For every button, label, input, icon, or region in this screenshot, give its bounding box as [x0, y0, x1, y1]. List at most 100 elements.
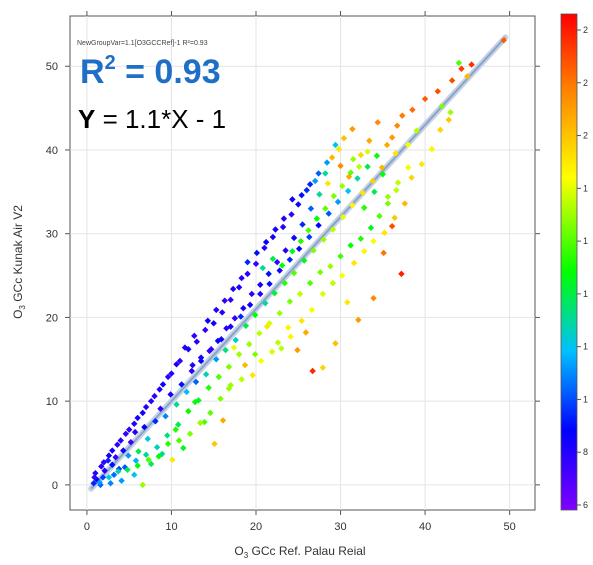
scatter-point — [322, 205, 329, 212]
colorbar-tick-label: 1 — [583, 236, 588, 246]
scatter-point — [276, 310, 283, 317]
scatter-point — [223, 325, 230, 332]
scatter-point — [240, 305, 247, 312]
scatter-point — [214, 337, 222, 345]
scatter-point — [330, 192, 337, 200]
scatter-point — [361, 248, 368, 255]
scatter-point — [142, 403, 150, 411]
scatter-point — [284, 324, 292, 331]
scatter-point — [253, 249, 261, 257]
scatter-point — [308, 306, 315, 314]
scatter-point — [361, 204, 368, 211]
scatter-point — [319, 364, 326, 371]
scatter-point — [251, 351, 259, 358]
scatter-points — [90, 37, 507, 489]
scatter-point — [244, 258, 251, 266]
scatter-point — [167, 391, 174, 398]
scatter-point — [295, 201, 302, 208]
scatter-point — [355, 316, 362, 324]
scatter-point — [313, 215, 321, 222]
scatter-point — [164, 432, 171, 439]
scatter-point — [185, 408, 192, 415]
scatter-point — [408, 174, 415, 181]
equation-label: Y = 1.1*X - 1 — [78, 104, 226, 134]
scatter-point — [329, 226, 337, 233]
scatter-point — [131, 420, 138, 427]
scatter-point — [117, 437, 124, 444]
x-tick-label: 30 — [334, 521, 346, 533]
scatter-point — [266, 320, 273, 327]
scatter-point — [232, 336, 239, 344]
scatter-point — [434, 88, 441, 95]
scatter-point — [334, 198, 342, 206]
colorbar-tick-label: 6 — [583, 500, 588, 510]
scatter-point — [276, 267, 283, 274]
scatter-point — [134, 462, 141, 469]
scatter-point — [310, 247, 317, 254]
y-tick-label: 10 — [46, 396, 58, 408]
scatter-point — [347, 242, 354, 249]
scatter-point — [90, 480, 97, 487]
scatter-point — [259, 264, 266, 272]
scatter-point — [229, 285, 237, 293]
scatter-point — [384, 200, 392, 207]
scatter-point — [384, 193, 392, 201]
scatter-point — [246, 301, 254, 309]
x-tick-label: 20 — [250, 521, 262, 533]
scatter-point — [438, 103, 446, 110]
scatter-point — [141, 423, 148, 431]
scatter-point — [114, 441, 121, 448]
y-tick-label: 20 — [46, 312, 58, 324]
scatter-point — [164, 440, 172, 448]
scatter-point — [257, 290, 264, 298]
scatter-point — [279, 223, 287, 231]
scatter-point — [464, 73, 471, 80]
scatter-point — [197, 419, 204, 427]
scatter-point — [202, 371, 210, 378]
colorbar-tick-label: 2 — [583, 131, 588, 141]
scatter-point — [201, 418, 208, 426]
scatter-point — [369, 177, 376, 185]
scatter-point — [227, 382, 234, 389]
scatter-point — [335, 145, 343, 153]
scatter-point — [153, 444, 161, 451]
colorbar-ticks: 2 2 2 1 1 1 1 1 8 6 — [577, 25, 588, 510]
y-tick-label: 40 — [46, 145, 58, 157]
scatter-point — [246, 341, 253, 348]
scatter-point — [109, 461, 116, 468]
scatter-point — [135, 448, 142, 455]
scatter-point — [374, 119, 381, 126]
scatter-point — [376, 212, 383, 220]
scatter-point — [373, 152, 381, 160]
scatter-point — [349, 125, 356, 133]
scatter-point — [215, 373, 222, 381]
scatter-point — [92, 469, 99, 477]
scatter-point — [287, 333, 294, 340]
scatter-point — [188, 367, 195, 375]
scatter-point — [328, 154, 336, 161]
scatter-point — [147, 397, 155, 405]
scatter-point — [162, 413, 169, 420]
scatter-point — [213, 356, 220, 363]
scatter-point — [205, 384, 212, 391]
scatter-point — [139, 409, 146, 417]
scatter-point — [225, 363, 233, 371]
scatter-point — [238, 376, 245, 383]
scatter-point — [142, 451, 150, 458]
scatter-point — [350, 259, 358, 267]
scatter-point — [231, 315, 239, 322]
scatter-point — [393, 186, 400, 194]
scatter-point — [349, 202, 356, 209]
scatter-point — [237, 313, 244, 320]
scatter-point — [175, 421, 182, 428]
scatter-point — [178, 381, 185, 388]
scatter-point — [289, 196, 296, 203]
y-tick-label: 0 — [52, 480, 58, 492]
scatter-point — [323, 159, 331, 166]
scatter-point — [151, 392, 158, 400]
scatter-point — [401, 200, 408, 207]
scatter-point — [379, 171, 387, 178]
grid-lines — [70, 16, 535, 510]
scatter-point — [393, 122, 401, 129]
